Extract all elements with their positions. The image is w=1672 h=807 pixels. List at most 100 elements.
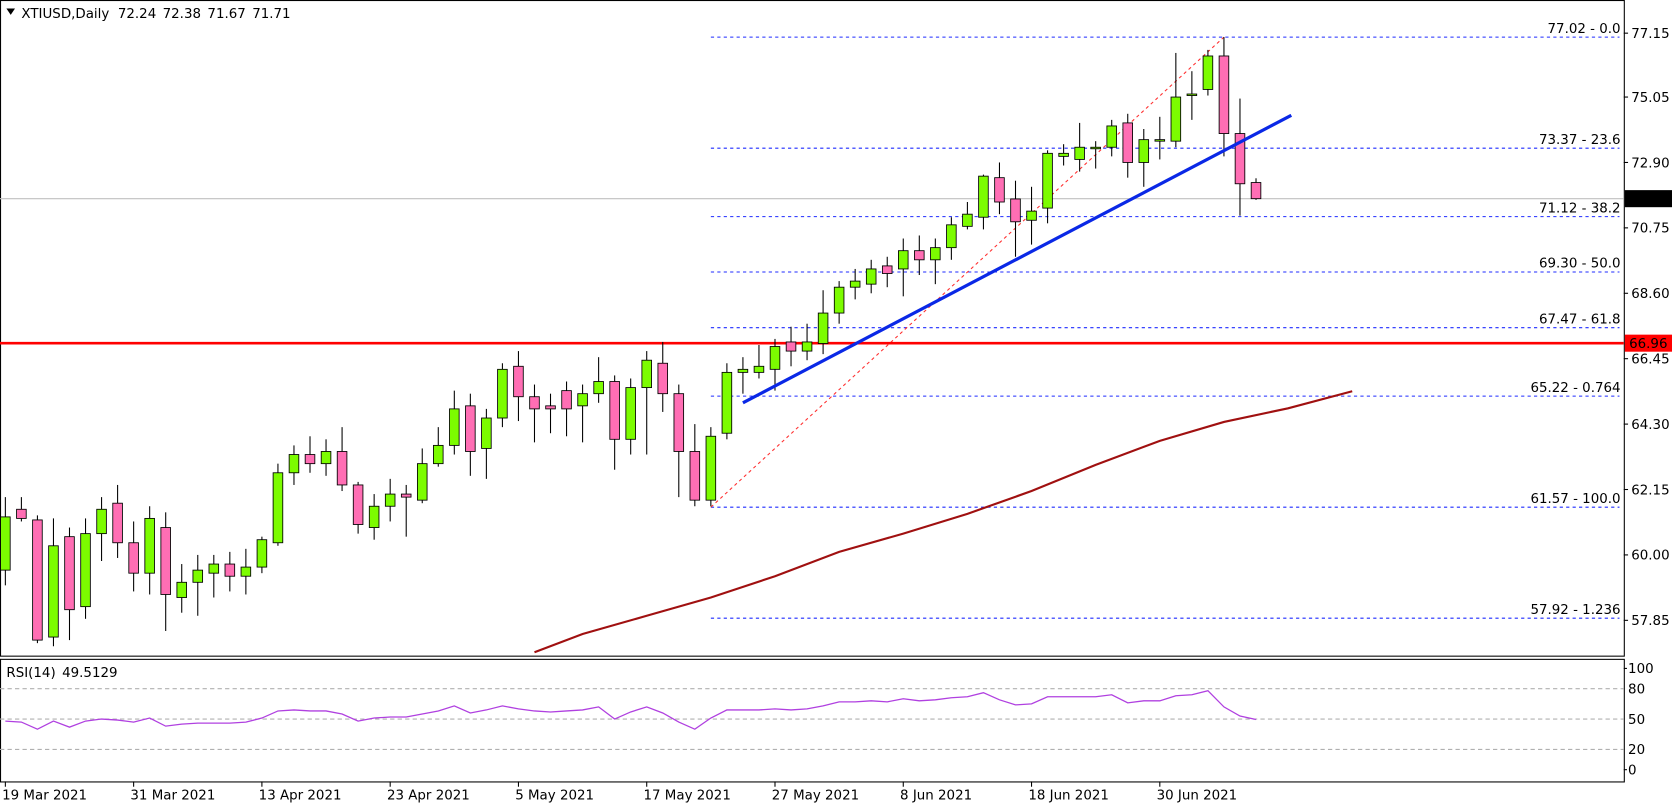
rsi-tick-label: 50 [1628,713,1645,728]
candle-body [641,359,652,389]
candle-body [769,346,781,370]
candle-body [1058,152,1069,157]
candle-body [0,516,11,571]
trend-line [742,113,1293,405]
chart-header: XTIUSD,Daily 72.24 72.38 71.67 71.71 [21,7,290,22]
candle-body [785,341,797,352]
fib-level-label: 77.02 - 0.0 [1548,22,1621,37]
candle-body [561,390,572,410]
fib-level-label: 69.30 - 50.0 [1539,257,1621,272]
candle-body [176,581,187,598]
fib-level-label: 61.57 - 100.0 [1531,492,1621,507]
candle-body [449,408,460,446]
candle-body [433,444,444,465]
x-tick-label: 5 May 2021 [515,789,594,804]
candle-body [946,224,957,249]
candle-body [320,451,332,465]
x-tick-label: 23 Apr 2021 [387,789,470,804]
candle-body [192,569,204,583]
x-tick-label: 19 Mar 2021 [2,789,87,804]
candle-body [160,527,171,595]
fib-level-label: 67.47 - 61.8 [1539,312,1621,327]
candle-body [721,371,733,434]
rsi-header: RSI(14) 49.5129 [6,666,117,681]
candle-body [865,268,877,285]
rsi-last-value: 49.5129 [62,666,117,681]
candle-body [914,250,925,261]
candle-body [978,175,989,218]
candle-body [481,417,492,449]
candle-body [1202,55,1214,90]
candle-body [881,265,893,274]
current-price-box [1624,190,1672,208]
fib-diagonal [710,36,1225,508]
x-tick-label: 18 Jun 2021 [1028,789,1109,804]
candle-body [288,454,300,474]
candle-body [1090,146,1101,150]
candle-body [112,502,123,544]
x-tick-label: 27 May 2021 [772,789,859,804]
header-high: 72.38 [163,7,201,22]
candle-body [32,519,43,641]
candle-body [304,454,316,465]
candle-body [144,517,155,574]
candle-body [96,508,107,535]
rsi-tick-label: 100 [1628,662,1654,677]
candle-body [1218,55,1230,134]
candle-body [657,362,669,395]
candle-body [849,280,861,288]
candle-body [1122,122,1133,163]
candle-body [529,396,540,410]
header-open: 72.24 [118,7,156,22]
candle-body [577,393,588,407]
candle-body [272,472,284,544]
candle-body [609,381,620,440]
horizontal-line-box [1624,334,1672,352]
candle-body [930,247,941,261]
candle-body [1010,198,1021,223]
candle-body [80,533,91,608]
header-low: 71.67 [207,7,245,22]
candle-body [545,405,556,410]
candle-body [1042,152,1053,209]
candle-body [1074,146,1085,160]
candle-body [256,539,268,568]
plot-layer: 77.15 75.05 72.90 70.75 68.60 66.45 64.30 62.15… [0,22,1672,804]
rsi-tick-label: 20 [1628,743,1645,758]
candle-body [48,545,59,638]
fib-level-label: 71.12 - 38.2 [1539,201,1621,216]
candle-body [817,312,829,344]
candle-body [689,451,701,501]
fib-level-label: 65.22 - 0.764 [1531,381,1621,396]
candle-body [128,542,139,574]
candle-body [465,405,476,452]
current-price-label: 71.71 [1629,192,1667,207]
candle-body [1138,139,1150,163]
candle-body [833,286,845,314]
y-tick-label: 77.15 [1631,27,1669,42]
candle-body [673,393,685,452]
y-tick-label: 64.30 [1631,418,1669,433]
header-close: 71.71 [252,7,290,22]
candle-body [400,493,412,498]
candle-body [336,451,348,486]
candle-body [705,435,717,501]
candle-body [368,505,380,528]
y-tick-label: 57.85 [1631,614,1669,629]
candle-body [224,563,236,577]
candle-body [384,493,396,507]
x-tick-label: 17 May 2021 [644,789,731,804]
candle-body [994,177,1005,203]
moving-average [534,390,1353,654]
candle-body [753,365,765,373]
y-tick-label: 60.00 [1631,549,1669,564]
candle-body [1170,96,1182,142]
candle-body [416,463,428,501]
candle-body [352,484,364,525]
candle-body [240,566,252,577]
x-tick-label: 8 Jun 2021 [900,789,972,804]
y-tick-label: 62.15 [1631,483,1669,498]
candle-body [625,387,636,440]
